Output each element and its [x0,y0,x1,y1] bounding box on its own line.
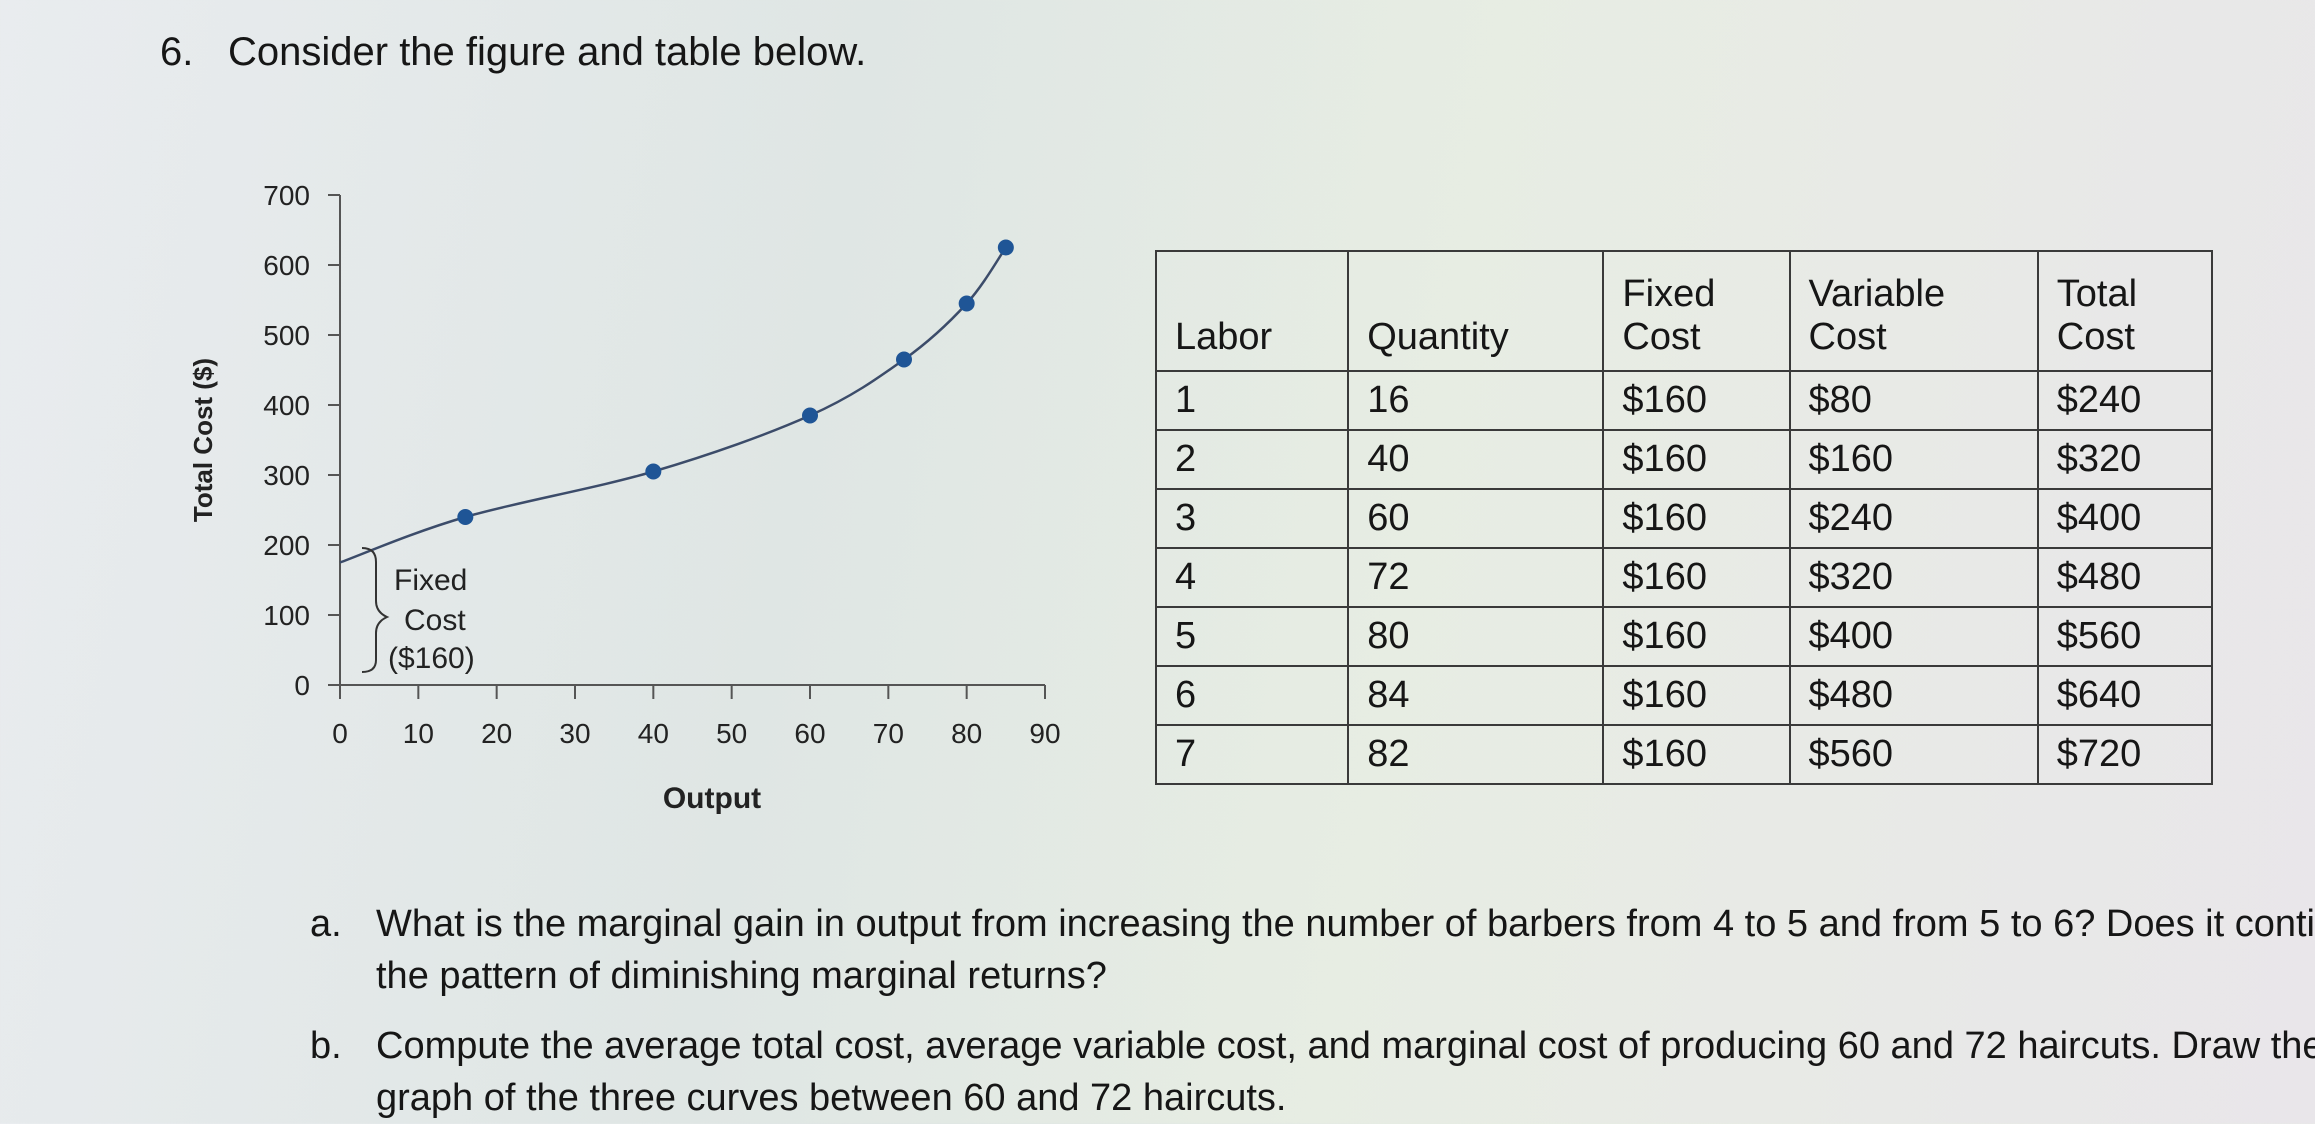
data-point [997,239,1014,256]
table-cell: 84 [1347,665,1605,726]
table-cell: 80 [1347,606,1605,667]
fixed-cost-annotation-line-3: ($160) [388,642,475,675]
table-cell: 16 [1347,370,1605,431]
table-cell: $640 [2036,665,2214,726]
header-fixed-cost: Fixed Cost [1602,250,1791,372]
data-point [457,509,474,525]
table-cell: 6 [1154,665,1350,726]
header-variable-cost: Variable Cost [1788,250,2039,372]
x-tick-label: 50 [716,718,747,749]
data-point [645,463,662,480]
table-cell: $160 [1602,724,1791,785]
table-cell: $160 [1602,547,1791,608]
table-cell: 7 [1154,724,1350,785]
table-cell: $400 [2036,488,2214,549]
y-tick-label: 400 [263,390,310,421]
table-cell: $160 [1788,429,2039,490]
table-cell: $80 [1788,370,2039,431]
table-cell: $720 [2036,724,2214,785]
x-tick-label: 10 [403,718,434,749]
table-cell: $400 [1788,606,2039,667]
question-number: 6. [160,30,194,74]
header-quantity: Quantity [1347,250,1605,372]
table-row: 3 60 $160 $240 $400 [1154,488,2214,549]
subquestion-a: a. What is the marginal gain in output f… [310,898,2315,1002]
x-tick-label: 30 [559,718,590,749]
fixed-cost-brace [361,547,390,673]
table-row: 2 40 $160 $160 $320 [1154,429,2214,490]
table-cell: 2 [1154,429,1350,490]
fixed-cost-annotation-line-2: Cost [404,604,466,637]
table-cell: 1 [1154,370,1350,431]
table-cell: 5 [1154,606,1350,667]
table-cell: $320 [1788,547,2039,608]
data-point [958,295,975,312]
table-cell: $160 [1602,370,1791,431]
table-cell: $560 [2036,606,2214,667]
table-row: 1 16 $160 $80 $240 [1154,370,2214,431]
subquestion-b: b. Compute the average total cost, avera… [310,1020,2315,1124]
x-tick-label: 90 [1029,718,1060,749]
table-cell: $480 [2036,547,2214,608]
x-axis-label: Output [663,782,761,815]
total-cost-chart: 0 100 200 300 400 500 600 700 0 10 20 30 40 50 60 70 80… [188,180,1061,815]
table-cell: $560 [1788,724,2039,785]
table-cell: $320 [2036,429,2214,490]
y-tick-label: 200 [263,530,310,561]
question-title: 6. Consider the figure and table below. [160,30,866,75]
x-tick-label: 70 [873,718,904,749]
table-cell: 82 [1347,724,1605,785]
y-tick-label: 700 [263,180,310,211]
table-cell: $160 [1602,429,1791,490]
table-cell: 4 [1154,547,1350,608]
header-labor: Labor [1154,250,1350,372]
x-tick-label: 80 [951,718,982,749]
fixed-cost-annotation-line-1: Fixed [394,564,467,597]
table-cell: 60 [1347,488,1605,549]
table-row: 7 82 $160 $560 $720 [1154,724,2214,785]
table-cell: 3 [1154,488,1350,549]
data-point [896,351,912,368]
x-tick-label: 20 [481,718,512,749]
table-row: 4 72 $160 $320 $480 [1154,547,2214,608]
y-axis: 0 100 200 300 400 500 600 700 [263,180,341,701]
data-point [802,407,818,424]
table-cell: 72 [1347,547,1605,608]
y-tick-label: 100 [263,600,310,631]
table-cell: $160 [1602,488,1791,549]
data-points [457,239,1014,525]
table-cell: $240 [1788,488,2039,549]
y-tick-label: 600 [263,250,310,281]
table-row: 6 84 $160 $480 $640 [1154,665,2214,726]
table-row: 5 80 $160 $400 $560 [1154,606,2214,667]
x-tick-label: 60 [794,718,825,749]
subquestion-b-letter: b. [310,1025,342,1067]
cost-table: Labor Quantity Fixed Cost Variable Cost To… [1154,250,2214,785]
x-axis: 0 10 20 30 40 50 60 70 80 90 [332,684,1061,749]
y-tick-label: 500 [263,320,310,351]
table-cell: $160 [1602,606,1791,667]
table-cell: $240 [2036,370,2214,431]
table-cell: 40 [1347,429,1605,490]
question-prompt: Consider the figure and table below. [228,30,867,74]
subquestion-a-text: What is the marginal gain in output from… [376,903,2315,997]
header-total-cost: Total Cost [2036,250,2214,372]
y-tick-label: 300 [263,460,310,491]
x-tick-label: 0 [332,718,348,749]
subquestion-a-letter: a. [310,903,342,945]
x-tick-label: 40 [638,718,669,749]
y-tick-label: 0 [294,670,310,701]
total-cost-curve [339,246,1007,564]
table-cell: $160 [1602,665,1791,726]
table-header-row: Labor Quantity Fixed Cost Variable Cost To… [1154,250,2214,372]
y-axis-label: Total Cost ($) [188,358,218,522]
table-cell: $480 [1788,665,2039,726]
subquestion-b-text: Compute the average total cost, average … [376,1025,2315,1119]
